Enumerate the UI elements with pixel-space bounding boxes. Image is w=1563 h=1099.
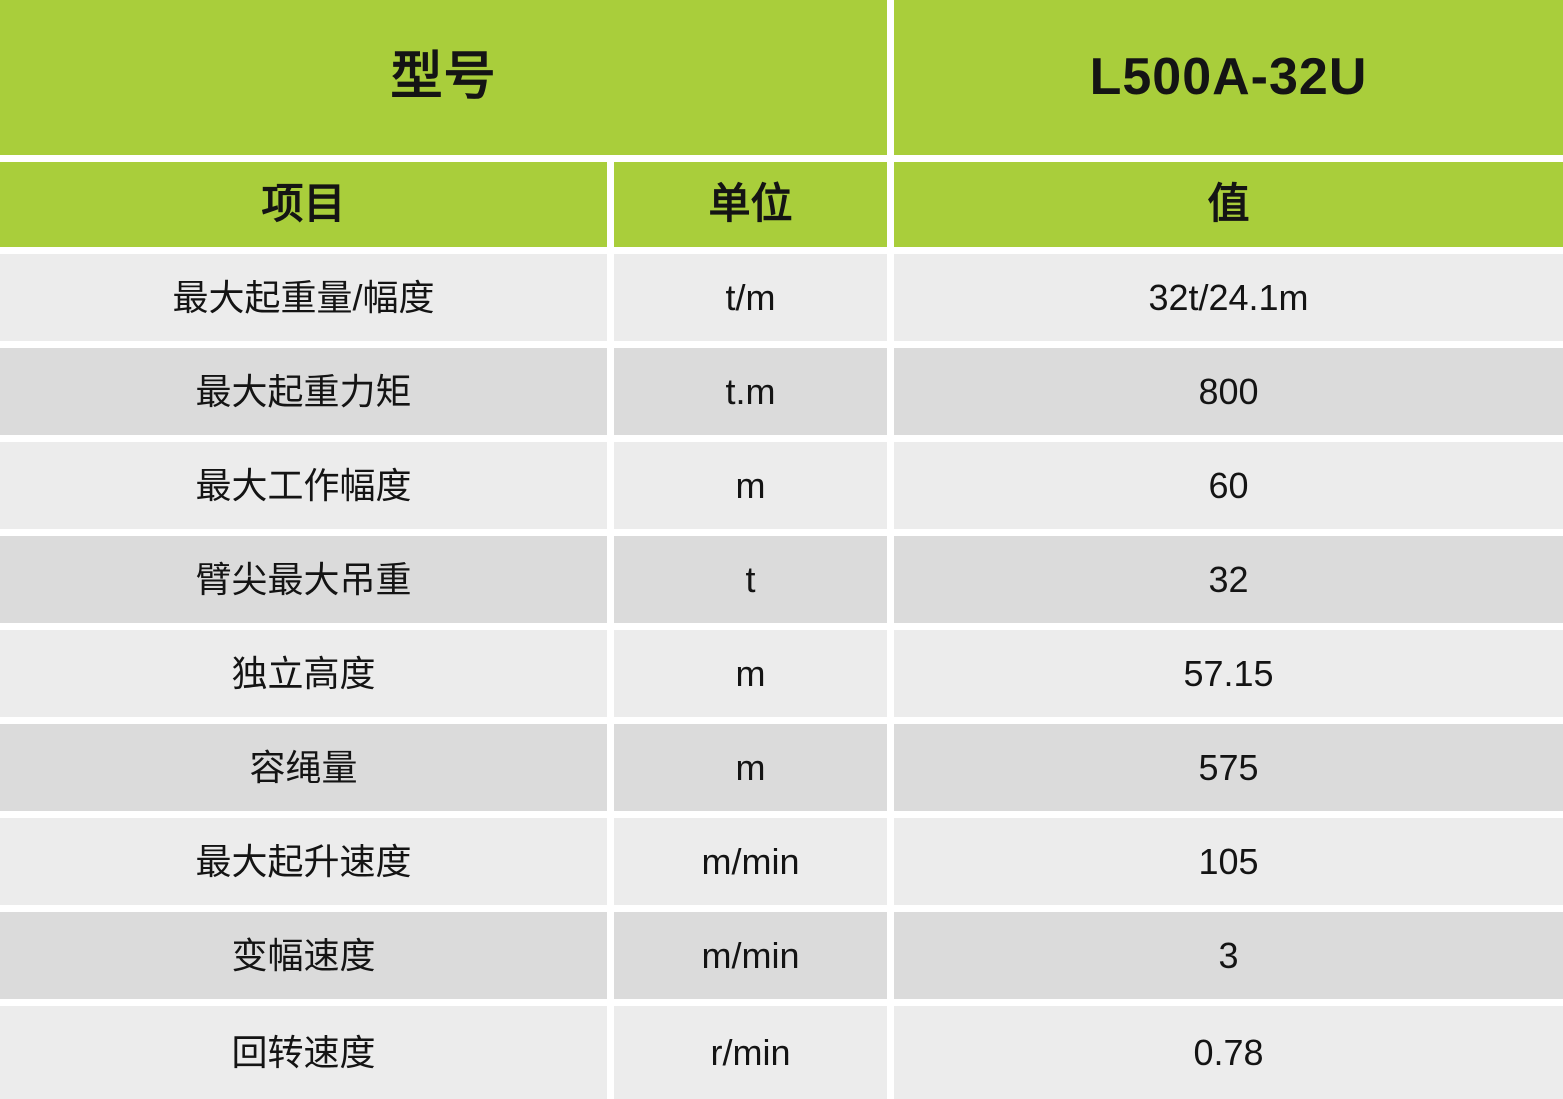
unit-cell: m/min	[614, 818, 887, 905]
item-cell: 独立高度	[0, 630, 607, 717]
item-cell: 容绳量	[0, 724, 607, 811]
value-cell: 32	[894, 536, 1563, 623]
item-cell: 最大起重力矩	[0, 348, 607, 435]
value-cell: 800	[894, 348, 1563, 435]
value-cell: 60	[894, 442, 1563, 529]
item-cell: 变幅速度	[0, 912, 607, 999]
value-cell: 0.78	[894, 1006, 1563, 1099]
unit-cell: m/min	[614, 912, 887, 999]
model-header-label: 型号	[0, 0, 887, 155]
unit-cell: m	[614, 442, 887, 529]
unit-cell: r/min	[614, 1006, 887, 1099]
value-cell: 105	[894, 818, 1563, 905]
value-cell: 32t/24.1m	[894, 254, 1563, 341]
unit-cell: t	[614, 536, 887, 623]
item-cell: 最大工作幅度	[0, 442, 607, 529]
column-header-value: 值	[894, 162, 1563, 247]
item-cell: 最大起重量/幅度	[0, 254, 607, 341]
unit-cell: t/m	[614, 254, 887, 341]
unit-cell: m	[614, 724, 887, 811]
item-cell: 回转速度	[0, 1006, 607, 1099]
item-cell: 最大起升速度	[0, 818, 607, 905]
column-header-item: 项目	[0, 162, 607, 247]
model-header-value: L500A-32U	[894, 0, 1563, 155]
item-cell: 臂尖最大吊重	[0, 536, 607, 623]
unit-cell: t.m	[614, 348, 887, 435]
value-cell: 57.15	[894, 630, 1563, 717]
value-cell: 575	[894, 724, 1563, 811]
value-cell: 3	[894, 912, 1563, 999]
unit-cell: m	[614, 630, 887, 717]
column-header-unit: 单位	[614, 162, 887, 247]
